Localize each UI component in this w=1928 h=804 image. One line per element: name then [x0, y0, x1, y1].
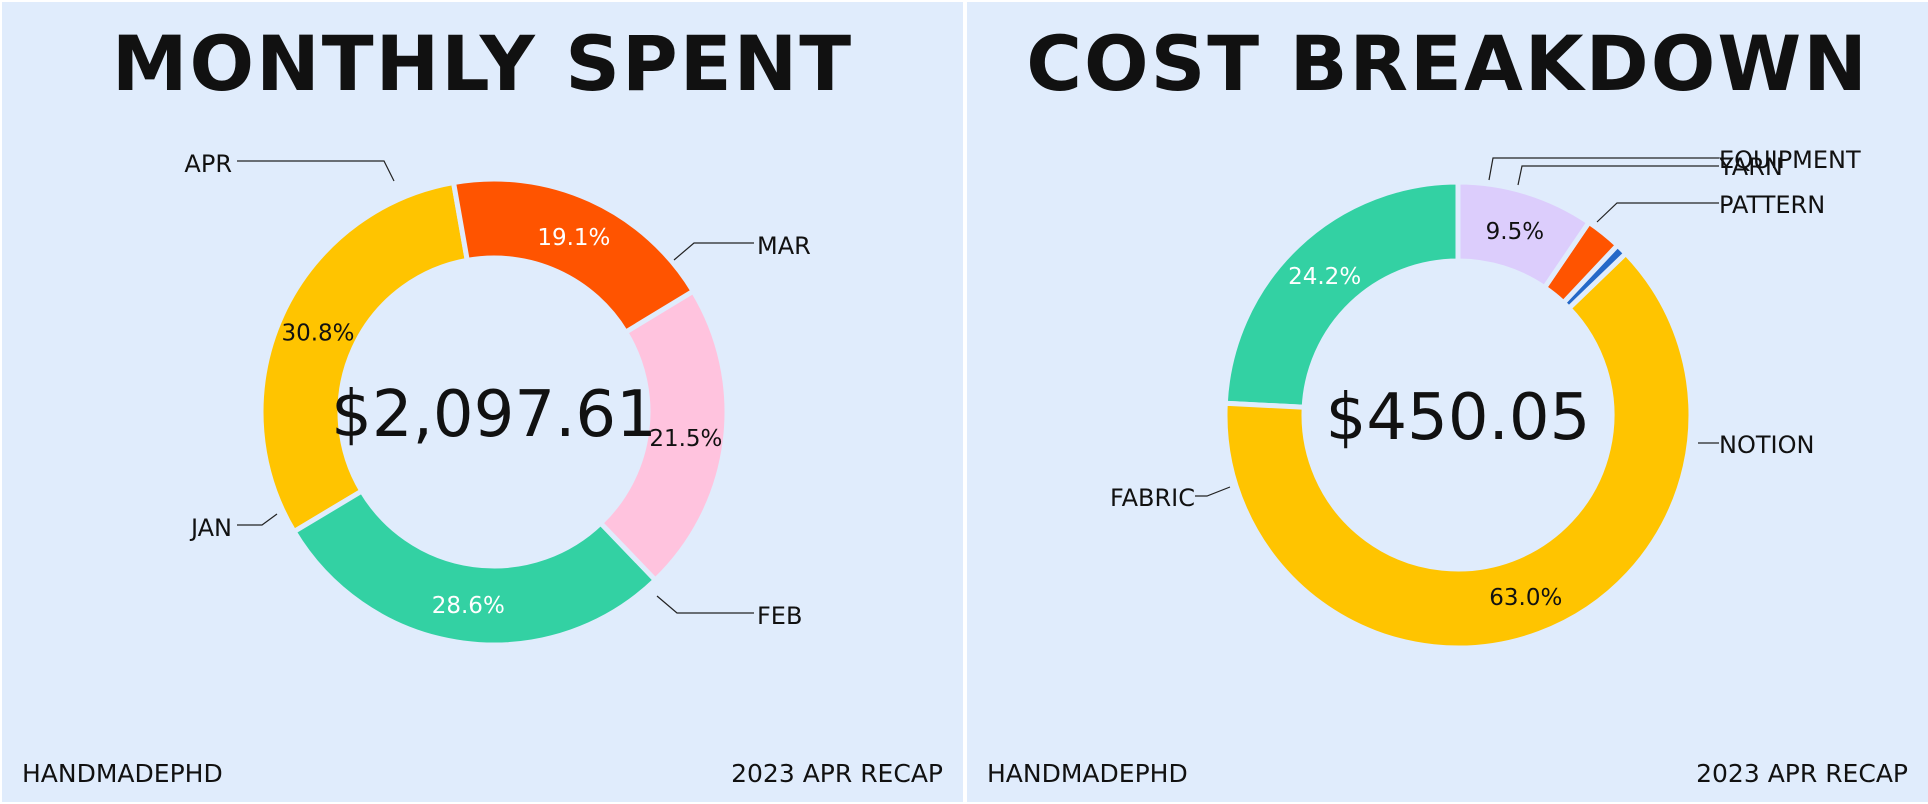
- slice-percent-label: 24.2%: [1288, 264, 1361, 290]
- leader-line: [237, 513, 278, 526]
- panel-title: MONTHLY SPENT: [111, 19, 854, 108]
- leader-line: [673, 242, 754, 261]
- slice-percent-label: 63.0%: [1489, 585, 1562, 611]
- slice-percent-label: 28.6%: [432, 593, 505, 619]
- category-label-notion: NOTION: [1719, 431, 1814, 459]
- leader-line: [1195, 486, 1231, 497]
- donut-slice-jan: [290, 487, 659, 648]
- category-label-mar: MAR: [757, 232, 811, 260]
- leader-line: [1488, 157, 1719, 181]
- donut-center-total: $450.05: [1326, 381, 1591, 455]
- category-label-jan: JAN: [189, 514, 232, 542]
- slice-percent-label: 9.5%: [1486, 219, 1544, 245]
- leader-line: [656, 595, 754, 614]
- leader-line: [1517, 165, 1719, 186]
- footer-recap: 2023 APR RECAP: [731, 759, 943, 788]
- footer-recap: 2023 APR RECAP: [1696, 759, 1908, 788]
- leader-line: [1596, 202, 1719, 223]
- category-label-equipment: EQUIPMENT: [1719, 146, 1861, 174]
- donut-center-total: $2,097.61: [331, 378, 657, 452]
- category-label-yarn: YARN: [1718, 153, 1783, 181]
- footer-brand: HANDMADEPHD: [987, 759, 1188, 788]
- slice-percent-label: 30.8%: [281, 321, 354, 347]
- footer-brand: HANDMADEPHD: [22, 759, 223, 788]
- monthly-spent-panel: MONTHLY SPENT 30.8% FEB 28.6% JAN 21.5% APR 19…: [2, 2, 963, 802]
- monthly-spent-donut-chart: 30.8% FEB 28.6% JAN 21.5% APR 19.1% MAR $2,097.6…: [184, 150, 811, 648]
- slice-percent-label: 19.1%: [537, 225, 610, 251]
- donut-slice-feb: [258, 179, 471, 536]
- donut-slice-notion: [1222, 179, 1461, 410]
- slice-percent-label: 21.5%: [649, 426, 722, 452]
- category-label-apr: APR: [184, 150, 232, 178]
- donut-slice-fabric: [1222, 249, 1694, 651]
- panel-title: COST BREAKDOWN: [1026, 19, 1869, 108]
- leader-line: [237, 160, 395, 182]
- category-label-feb: FEB: [757, 602, 802, 630]
- category-label-pattern: PATTERN: [1719, 191, 1825, 219]
- donut-slice-mar: [450, 176, 697, 336]
- category-label-fabric: FABRIC: [1110, 484, 1195, 512]
- cost-breakdown-panel: COST BREAKDOWN 24.2% NOTION 63.0% FABRIC EQU…: [967, 2, 1928, 802]
- donut-slice-pattern: [1455, 179, 1593, 292]
